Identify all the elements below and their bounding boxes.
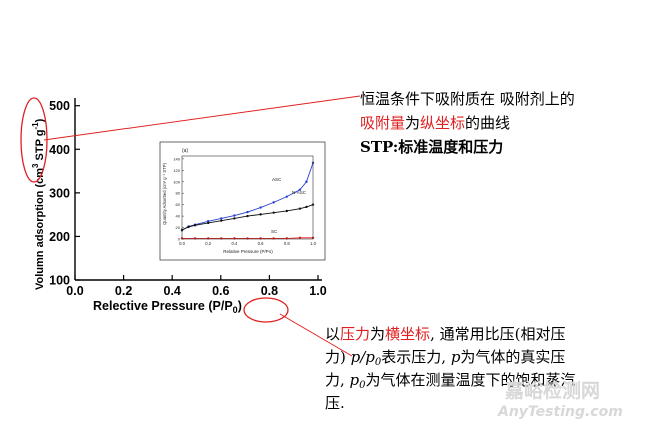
data-point-n-asc	[187, 225, 190, 229]
inset-x-axis-label: Relative Pressure (P/Po)	[223, 249, 273, 254]
main-x-tick-label: 0.6	[212, 284, 229, 298]
annotation-bottom: 以压力为横坐标, 通常用比压(相对压 力) p/p0表示压力, p为气体的真实压…	[325, 325, 576, 412]
data-point-n-asc	[193, 224, 197, 227]
main-x-axis-label: Relective Pressure (P/P0)	[93, 299, 242, 315]
data-point-sc	[298, 236, 302, 240]
inset-x-tick-label: 1.0	[310, 241, 316, 246]
data-point-asc	[220, 217, 223, 220]
inset-x-tick-label: 0.0	[179, 241, 185, 246]
data-point-n-asc	[305, 205, 308, 209]
callout-line-top	[43, 95, 361, 141]
annotation-bottom-line4: 压.	[325, 394, 345, 412]
data-point-n-asc	[220, 219, 223, 222]
data-point-n-asc	[272, 211, 275, 214]
data-point-n-asc	[259, 213, 262, 216]
main-y-tick-label: 500	[49, 99, 70, 113]
inset-y-tick-label: 0	[178, 237, 181, 242]
inset-x-tick-label: 0.2	[205, 241, 211, 246]
main-y-tick-label: 200	[49, 230, 70, 244]
inset-y-tick-label: 60	[176, 202, 181, 207]
inset-plot-area	[181, 155, 314, 240]
annotation-top-line1: 恒温条件下吸附质在 吸附剂上的	[360, 90, 575, 108]
main-y-axis-label: Volumn adsorption (cm3 STP g-1)	[31, 118, 46, 290]
annotation-top-line3: STP:标准温度和压力	[360, 138, 503, 156]
data-point-asc	[233, 214, 236, 217]
inset-x-tick-label: 0.4	[231, 241, 237, 246]
watermark-cn: 嘉峪检测网	[504, 379, 600, 402]
main-y-tick-label: 100	[49, 274, 70, 288]
main-x-tick-label: 1.0	[309, 284, 326, 298]
inset-x-tick-label: 0.6	[258, 241, 264, 246]
data-point-asc	[305, 180, 308, 183]
data-point-asc	[272, 201, 275, 204]
annotation-top-line2: 吸附量为纵坐标的曲线	[360, 114, 510, 132]
main-y-tick-label: 300	[49, 186, 70, 200]
inset-y-tick-label: 20	[176, 225, 181, 230]
data-point-asc	[207, 220, 210, 223]
inset-y-tick-label: 40	[176, 214, 181, 219]
callout-line-bottom	[279, 313, 353, 357]
main-y-ticks: 100 200 300 400 500	[49, 99, 80, 288]
inset-label-sc: SC	[271, 229, 278, 234]
annotation-bottom-line2: 力) p/p0表示压力, p为气体的真实压	[325, 348, 565, 368]
inset-label-asc: ASC	[272, 177, 282, 182]
inset-y-tick-label: 80	[176, 191, 181, 196]
inset-chart: (a) 0.0 0.2 0.4 0.6 0.8 1.0 0 20 40 60 80 100 120 14…	[159, 141, 326, 261]
inset-panel-label: (a)	[182, 148, 188, 154]
inset-frame	[159, 141, 326, 261]
main-x-tick-label: 0.2	[115, 284, 132, 298]
inset-y-tick-label: 100	[173, 179, 180, 184]
inset-label-n-asc: N-ASC	[292, 190, 307, 195]
main-x-tick-label: 0.0	[66, 284, 83, 298]
data-point-n-asc	[285, 209, 288, 213]
inset-y-tick-label: 120	[173, 168, 180, 173]
data-point-n-asc	[207, 221, 210, 225]
inset-y-ticks: 0 20 40 60 80 100 120 140	[173, 156, 184, 242]
watermark-en: AnyTesting.com	[497, 404, 623, 420]
data-point-asc	[285, 195, 288, 198]
watermark: 嘉峪检测网 AnyTesting.com	[497, 379, 623, 420]
main-y-tick-label: 400	[49, 143, 70, 157]
callouts	[20, 95, 361, 357]
inset-y-tick-label: 140	[173, 156, 180, 161]
main-x-tick-label: 0.4	[164, 284, 181, 298]
inset-series	[180, 161, 315, 240]
data-point-asc	[259, 206, 262, 209]
annotation-top: 恒温条件下吸附质在 吸附剂上的 吸附量为纵坐标的曲线 STP:标准温度和压力	[360, 90, 575, 156]
data-point-n-asc	[298, 207, 302, 210]
inset-y-axis-label: Quantity Adsorbed (cm³ g⁻¹ STP)	[162, 163, 167, 225]
annotation-bottom-line1: 以压力为横坐标, 通常用比压(相对压	[325, 325, 565, 343]
annotation-bottom-line3: 力, p0为气体在测量温度下的饱和蒸汽	[325, 371, 576, 391]
data-point-n-asc	[246, 214, 249, 218]
inset-x-tick-label: 0.8	[284, 241, 290, 246]
main-x-tick-label: 0.8	[261, 284, 278, 298]
main-x-ticks: 0.0 0.2 0.4 0.6 0.8 1.0	[66, 275, 327, 298]
data-point-asc	[298, 188, 302, 191]
data-point-n-asc	[233, 217, 236, 220]
x-label-highlight-ellipse	[243, 297, 289, 323]
data-point-asc	[246, 210, 249, 214]
